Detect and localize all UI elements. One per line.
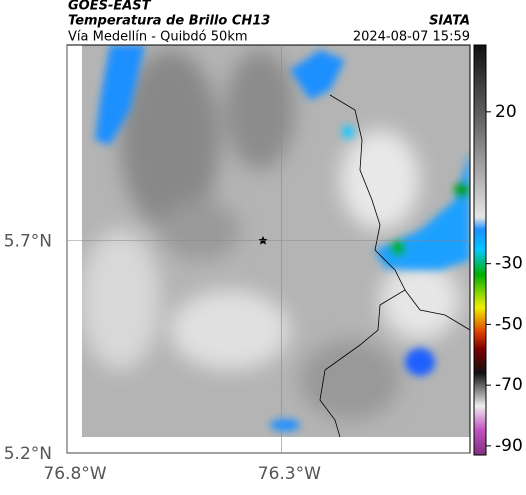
timestamp: 2024-08-07 15:59 [353, 30, 470, 45]
colorbar-label: -30 [495, 254, 523, 274]
colorbar-label: -90 [495, 436, 523, 456]
route: Vía Medellín - Quibdó 50km [68, 30, 248, 45]
colorbar-label: 20 [495, 102, 517, 122]
colorbar-label: -50 [495, 314, 523, 334]
colorbar [473, 44, 487, 456]
org: SIATA [429, 14, 470, 29]
x-tick-label: 76.8°W [43, 464, 106, 484]
y-tick-label: 5.2°N [4, 444, 52, 464]
y-tick-label: 5.7°N [4, 232, 52, 252]
source: GOES-EAST [68, 0, 152, 14]
product: Temperatura de Brillo CH13 [68, 14, 270, 29]
x-tick-label: 76.3°W [258, 464, 321, 484]
colorbar-label: -70 [495, 375, 523, 395]
satellite-image [82, 45, 470, 437]
